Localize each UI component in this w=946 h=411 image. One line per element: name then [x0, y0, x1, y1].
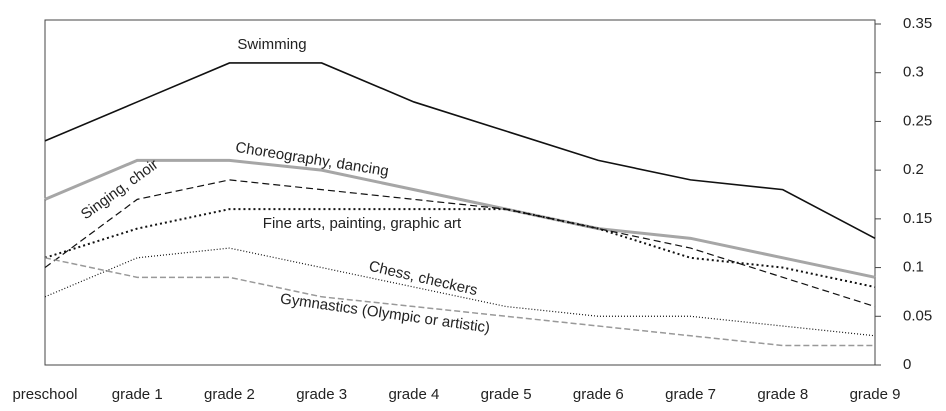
y-tick-label: 0.2	[903, 161, 924, 178]
x-tick-label: grade 5	[481, 386, 532, 403]
x-tick-label: grade 1	[112, 386, 163, 403]
series-line	[44, 179, 876, 308]
x-tick-label: grade 4	[388, 386, 439, 403]
series-line	[44, 208, 876, 289]
plot-frame	[44, 19, 876, 366]
x-tick-label: grade 3	[296, 386, 347, 403]
x-tick-label: grade 6	[573, 386, 624, 403]
y-tick-label: 0.15	[903, 210, 932, 227]
x-tick-label: grade 7	[665, 386, 716, 403]
series-line	[44, 158, 876, 279]
y-tick-label: 0.3	[903, 64, 924, 81]
series-label: Chess, checkers	[367, 258, 479, 300]
series-line	[44, 62, 876, 240]
y-tick-label: 0.05	[903, 307, 932, 324]
series-line	[44, 257, 875, 347]
series-label: Fine arts, painting, graphic art	[263, 215, 462, 232]
y-tick-label: 0.35	[903, 15, 932, 32]
series-label: Swimming	[237, 36, 306, 53]
x-tick-label: grade 8	[757, 386, 808, 403]
x-tick-label: preschool	[12, 386, 77, 403]
y-tick-label: 0.1	[903, 259, 924, 276]
series-label: Choreography, dancing	[234, 139, 390, 180]
x-tick-label: grade 2	[204, 386, 255, 403]
y-tick-label: 0	[903, 356, 911, 373]
x-tick-label: grade 9	[850, 386, 901, 403]
series-label: Gymnastics (Olympic or artistic)	[279, 290, 491, 336]
y-tick-label: 0.25	[903, 112, 932, 129]
